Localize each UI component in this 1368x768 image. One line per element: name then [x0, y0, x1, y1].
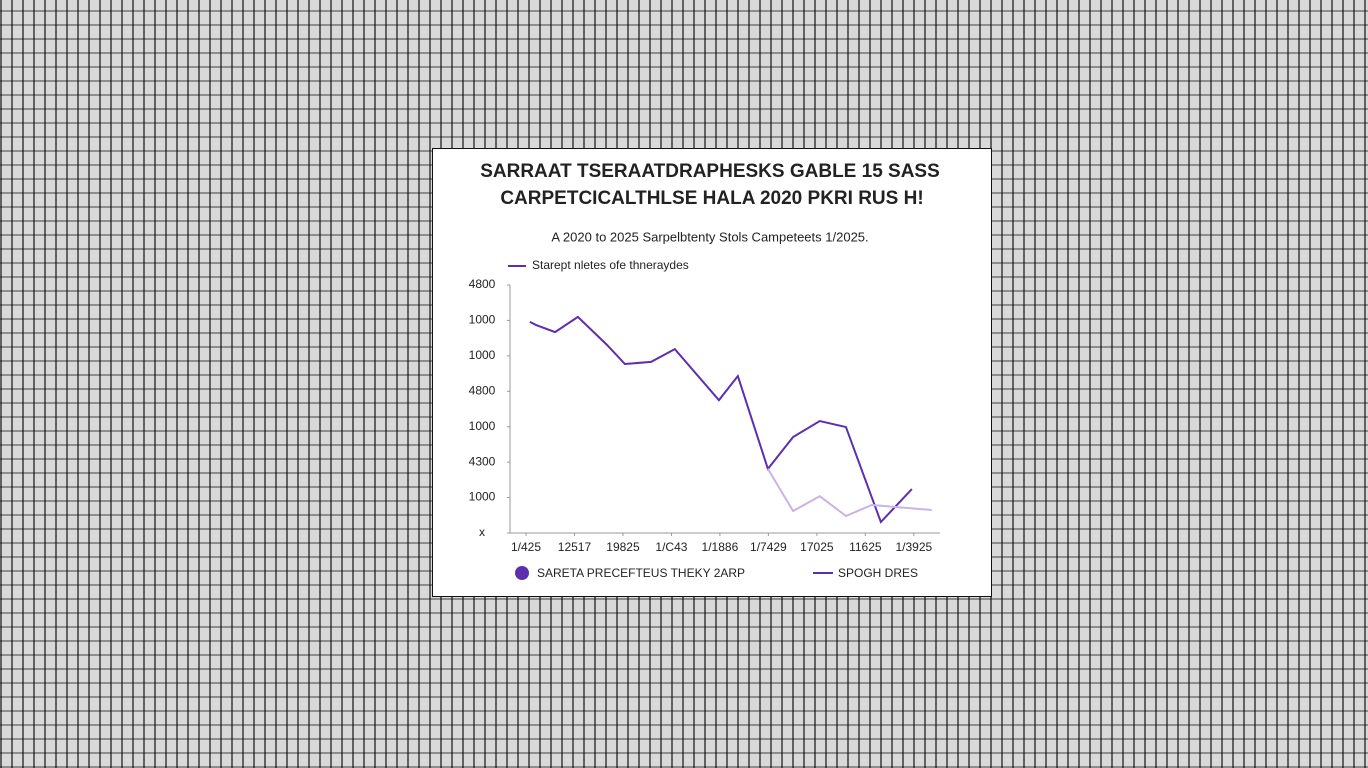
y-tick-label: 1000 [469, 419, 496, 433]
x-tick-label: 1/425 [511, 540, 541, 554]
chart-title: SARRAAT TSERAATDRAPHESKS GABLE 15 SASS [480, 161, 940, 182]
y-tick-label: 4800 [469, 383, 496, 397]
x-tick-label: 1/7429 [750, 540, 787, 554]
x-tick-label: 12517 [558, 540, 592, 554]
y-tick-label: 1000 [469, 313, 496, 327]
series-line [767, 468, 932, 518]
chart: SARRAAT TSERAATDRAPHESKS GABLE 15 SASS C… [432, 148, 992, 597]
chart-title: CARPETCICALTHLSE HALA 2020 PKRI RUS H! [500, 188, 923, 209]
x-tick-label: 19825 [606, 540, 640, 554]
series-line [529, 315, 913, 524]
chart-panel [432, 148, 992, 597]
y-tick-label: 4800 [469, 277, 496, 291]
x-tick-label: 17025 [800, 540, 834, 554]
y-tick-label: x [479, 525, 485, 539]
y-tick-label: 1000 [469, 348, 496, 362]
legend-swatch [515, 566, 529, 580]
legend-label: SARETA PRECEFTEUS THEKY 2ARP [537, 566, 745, 580]
x-tick-label: 1/3925 [895, 540, 932, 554]
chart-subtitle: A 2020 to 2025 Sarpelbtenty Stols Campet… [551, 229, 868, 244]
legend-label: SPOGH DRES [838, 566, 918, 580]
y-tick-label: 1000 [469, 490, 496, 504]
x-tick-label: 1/1886 [702, 540, 739, 554]
x-tick-label: 1/C43 [655, 540, 687, 554]
annotation: Starept nletes ofe thneraydes [532, 258, 689, 272]
y-tick-label: 4300 [469, 454, 496, 468]
x-tick-label: 11625 [849, 540, 882, 554]
